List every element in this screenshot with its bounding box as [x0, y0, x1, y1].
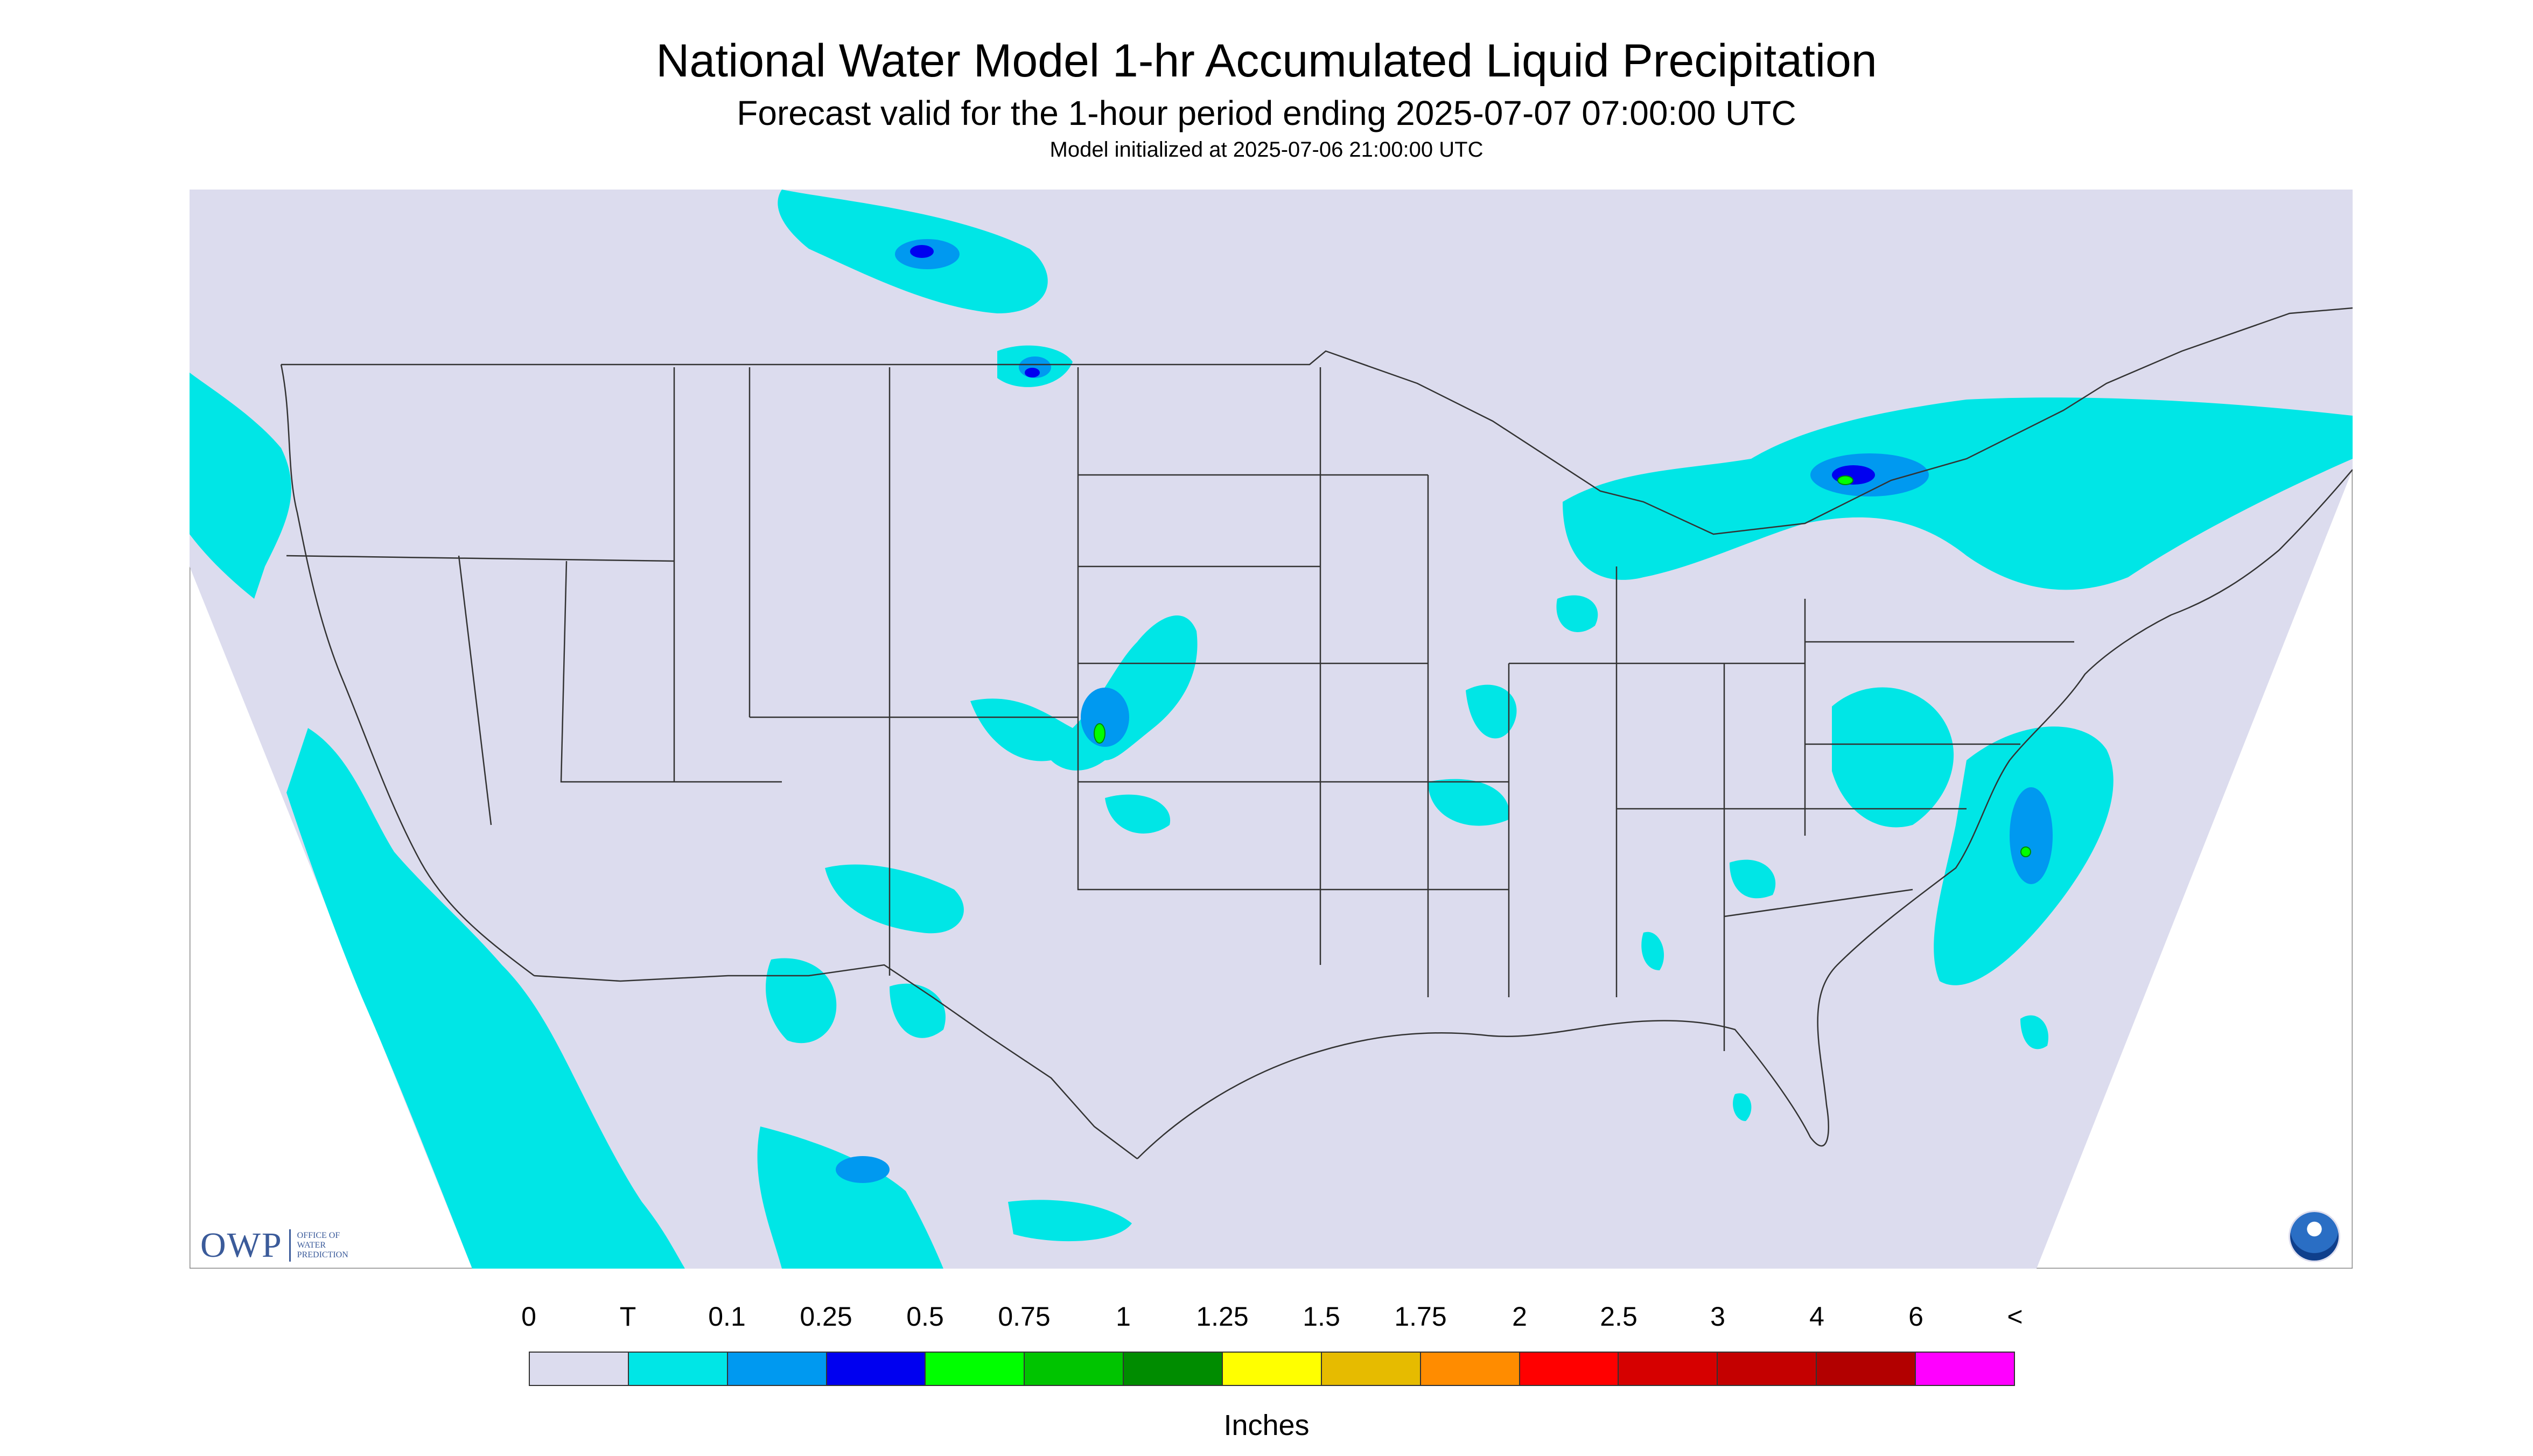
precip-great-lakes [1563, 397, 2353, 590]
spot-atlantic [2020, 846, 2031, 857]
owp-logo-subtext: OFFICE OF WATER PREDICTION [297, 1231, 348, 1260]
legend-label: 1.75 [1394, 1301, 1447, 1332]
precip-carolina [1730, 859, 1776, 899]
legend-swatch [628, 1353, 728, 1385]
legend-label: 3 [1710, 1301, 1725, 1332]
owp-logo-line: WATER [297, 1241, 326, 1250]
precip-ms-valley [1428, 779, 1510, 826]
precip-lake-michigan [1556, 595, 1598, 632]
core-mexico [836, 1156, 890, 1183]
state-lines-west [286, 367, 1320, 976]
map-subtitle: Forecast valid for the 1-hour period end… [737, 94, 1796, 132]
legend-swatch [1817, 1353, 1916, 1385]
core-atlantic [2010, 787, 2053, 884]
precip-ok [1105, 794, 1171, 834]
precip-areas [190, 190, 2353, 1269]
legend-label: 6 [1908, 1301, 1923, 1332]
map-title: National Water Model 1-hr Accumulated Li… [656, 35, 1877, 87]
legend-swatch [530, 1353, 629, 1385]
precip-co-ks [970, 615, 1198, 771]
state-boundaries [280, 307, 2353, 1159]
precip-fl [1733, 1093, 1752, 1121]
legend-swatch [1916, 1353, 2014, 1385]
state-lines-east [1509, 566, 2074, 1051]
legend-label: 0.1 [708, 1301, 746, 1332]
precip-ga [1641, 932, 1664, 970]
core-mt-heavy [910, 245, 934, 258]
precip-midwest [1466, 684, 1517, 739]
precip-pacific-offshore [470, 960, 540, 1052]
owp-logo-line: OFFICE OF [297, 1231, 340, 1240]
legend-label: 2.5 [1600, 1301, 1638, 1332]
legend-label: 4 [1809, 1301, 1824, 1332]
spot-lakes [1837, 475, 1853, 485]
legend-label: 2 [1512, 1301, 1527, 1332]
precip-gulf-mexico [1008, 1200, 1132, 1242]
legend-swatch [727, 1353, 827, 1385]
precip-green-spots [1094, 475, 2031, 857]
legend-swatch [1124, 1353, 1223, 1385]
spot-ks [1094, 723, 1105, 744]
legend-swatch [1321, 1353, 1421, 1385]
precip-pacific-north [190, 373, 291, 599]
legend-swatch [1223, 1353, 1322, 1385]
legend-label: 1.5 [1303, 1301, 1340, 1332]
legend-swatch [1718, 1353, 1817, 1385]
precip-east-coast [1832, 687, 1954, 828]
us-canada-border [281, 307, 2353, 535]
owp-logo-text: OWP [200, 1226, 283, 1265]
precipitation-map [190, 190, 2353, 1269]
core-ks [1081, 688, 1129, 747]
legend-swatch [1025, 1353, 1124, 1385]
legend-swatch [1421, 1353, 1520, 1385]
owp-logo: OWP OFFICE OF WATER PREDICTION [200, 1225, 348, 1266]
legend-swatch [827, 1353, 926, 1385]
owp-logo-divider [289, 1229, 291, 1262]
legend-swatch [926, 1353, 1025, 1385]
legend-label: 0.75 [998, 1301, 1051, 1332]
pacific-coast [280, 364, 535, 976]
precip-mexico [757, 1126, 943, 1269]
legend-label: < [2007, 1301, 2023, 1332]
legend-labels: 0 T 0.1 0.25 0.5 0.75 1 1.25 1.5 1.75 2 … [0, 1303, 2533, 1335]
legend-color-bar [529, 1352, 2015, 1386]
init-time: Model initialized at 2025-07-06 21:00:00… [1049, 138, 1484, 162]
precip-sw-cluster [766, 958, 837, 1044]
legend-swatch [1619, 1353, 1718, 1385]
precip-nm-cluster [825, 864, 964, 934]
precip-atlantic-south [2020, 1015, 2048, 1049]
gulf-coast [1137, 469, 2353, 1159]
state-lines-central [1077, 367, 1510, 997]
legend-label: 1 [1116, 1301, 1131, 1332]
legend-label: 0.25 [800, 1301, 852, 1332]
legend-label: T [619, 1301, 636, 1332]
owp-logo-line: PREDICTION [297, 1250, 348, 1259]
legend-label: 0 [521, 1301, 536, 1332]
legend-units: Inches [1223, 1409, 1310, 1441]
core-nd-heavy [1025, 368, 1040, 377]
us-mexico-border [534, 964, 1138, 1159]
legend-label: 0.5 [906, 1301, 944, 1332]
legend-label: 1.25 [1196, 1301, 1249, 1332]
noaa-logo-icon [2289, 1210, 2340, 1262]
legend-swatch [1520, 1353, 1619, 1385]
